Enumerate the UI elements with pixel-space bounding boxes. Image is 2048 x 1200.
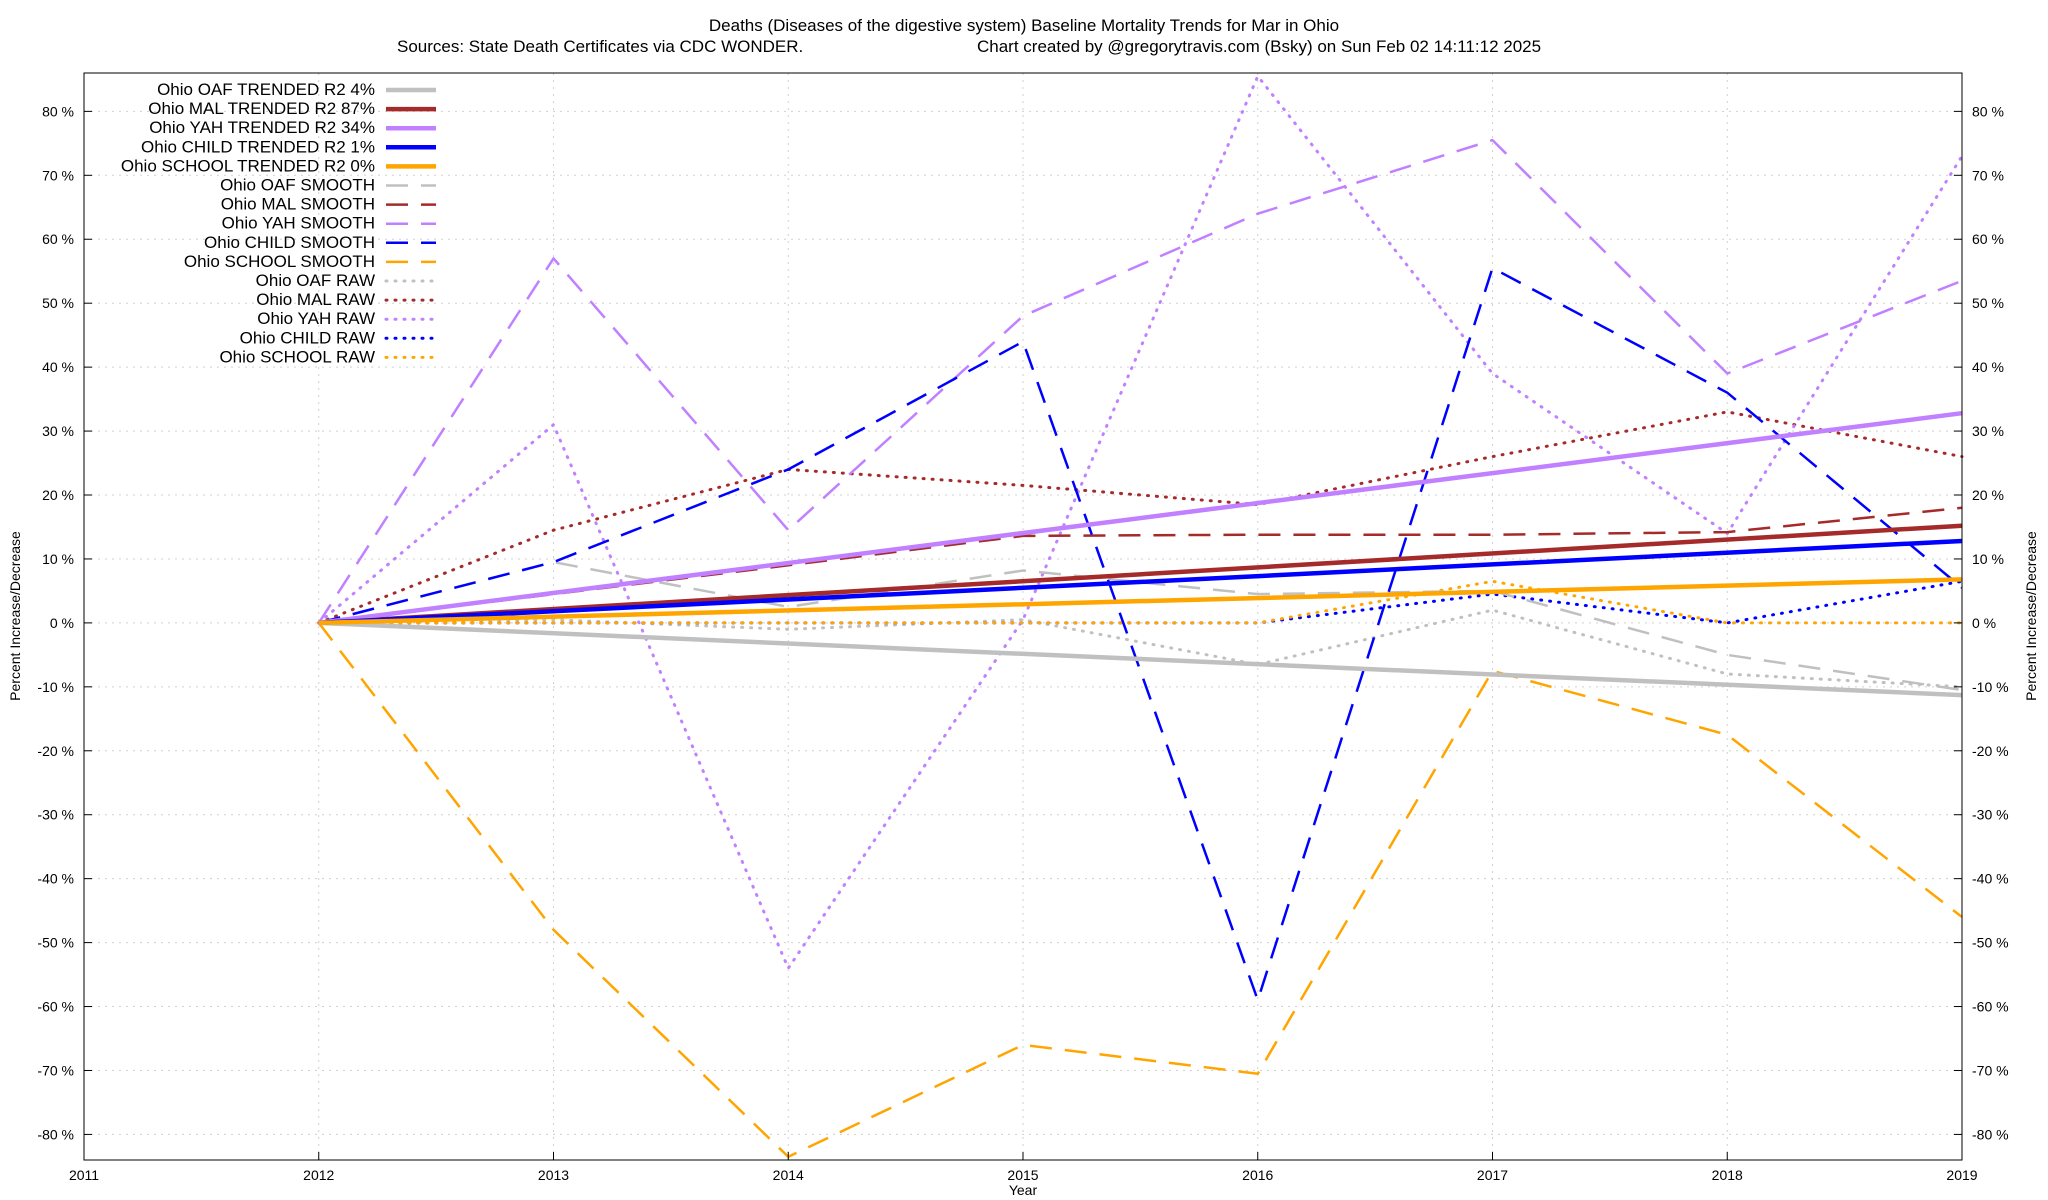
y2-tick-label: -30 % bbox=[1972, 807, 2009, 823]
chart-title: Deaths (Diseases of the digestive system… bbox=[709, 16, 1339, 35]
y2-tick-label: 10 % bbox=[1972, 551, 2004, 567]
y2-tick-label: 60 % bbox=[1972, 231, 2004, 247]
x-tick-label: 2017 bbox=[1477, 1167, 1508, 1183]
y2-tick-label: 80 % bbox=[1972, 103, 2004, 119]
x-tick-label: 2016 bbox=[1242, 1167, 1273, 1183]
y-tick-label: 70 % bbox=[42, 167, 74, 183]
legend-label: Ohio CHILD SMOOTH bbox=[204, 233, 375, 252]
series-line-school-trended bbox=[318, 577, 1963, 626]
y-tick-label: 60 % bbox=[42, 231, 74, 247]
legend-label: Ohio OAF RAW bbox=[256, 271, 375, 290]
y-tick-label: -60 % bbox=[37, 999, 74, 1015]
x-axis-label: Year bbox=[1009, 1182, 1038, 1198]
series-line-school-smooth bbox=[317, 622, 1963, 1159]
y-tick-label: -40 % bbox=[37, 871, 74, 887]
legend-label: Ohio YAH RAW bbox=[257, 309, 375, 328]
x-tick-label: 2011 bbox=[69, 1167, 99, 1183]
y2-tick-label: -10 % bbox=[1972, 679, 2009, 695]
legend-label: Ohio YAH SMOOTH bbox=[222, 214, 375, 233]
y-tick-label: 40 % bbox=[42, 359, 74, 375]
y2-tick-label: -50 % bbox=[1972, 935, 2009, 951]
series-line-school-raw bbox=[317, 579, 1964, 625]
series-line-yah-smooth bbox=[317, 138, 1963, 624]
y-tick-label: -20 % bbox=[37, 743, 74, 759]
legend-label: Ohio MAL RAW bbox=[256, 290, 375, 309]
series-line-mal-smooth bbox=[318, 506, 1963, 625]
y2-tick-label: 70 % bbox=[1972, 167, 2004, 183]
legend-label: Ohio CHILD TRENDED R2 1% bbox=[141, 137, 375, 156]
y-tick-label: -10 % bbox=[37, 679, 74, 695]
x-tick-label: 2019 bbox=[1946, 1167, 1977, 1183]
y-tick-label: -30 % bbox=[37, 807, 74, 823]
y-tick-label: -50 % bbox=[37, 935, 74, 951]
y-tick-label: -70 % bbox=[37, 1062, 74, 1078]
series-line-child-smooth bbox=[318, 266, 1963, 1002]
y-axis-label: Percent Increase/Decrease bbox=[7, 531, 23, 701]
y2-tick-label: -80 % bbox=[1972, 1126, 2009, 1142]
legend-label: Ohio MAL SMOOTH bbox=[221, 195, 375, 214]
y-tick-label: 30 % bbox=[42, 423, 74, 439]
grid bbox=[83, 73, 1963, 1160]
y2-tick-label: -20 % bbox=[1972, 743, 2009, 759]
y2-tick-label: 20 % bbox=[1972, 487, 2004, 503]
chart-subtitle-sources: Sources: State Death Certificates via CD… bbox=[397, 37, 803, 56]
legend-label: Ohio SCHOOL RAW bbox=[219, 347, 375, 366]
x-tick-label: 2018 bbox=[1712, 1167, 1743, 1183]
series-line-oaf-trended bbox=[318, 620, 1963, 698]
y2-tick-label: 50 % bbox=[1972, 295, 2004, 311]
chart-subtitle-credit: Chart created by @gregorytravis.com (Bsk… bbox=[977, 37, 1541, 56]
series-line-yah-trended bbox=[318, 410, 1963, 626]
y2-axis-label: Percent Increase/Decrease bbox=[2023, 531, 2039, 701]
legend-label: Ohio CHILD RAW bbox=[240, 328, 375, 347]
y-tick-label: 50 % bbox=[42, 295, 74, 311]
axis-ticks: 2011 2012 2013 2014 2015 2016 2017 2018 2019 80 %… bbox=[37, 103, 2008, 1183]
x-tick-label: 2012 bbox=[303, 1167, 334, 1183]
legend-label: Ohio OAF TRENDED R2 4% bbox=[157, 80, 375, 99]
y-tick-label: 80 % bbox=[42, 103, 74, 119]
y-tick-label: 20 % bbox=[42, 487, 74, 503]
y2-tick-label: 0 % bbox=[1972, 615, 1996, 631]
y2-tick-label: -70 % bbox=[1972, 1062, 2009, 1078]
legend-label: Ohio SCHOOL TRENDED R2 0% bbox=[121, 156, 375, 175]
y2-tick-label: 30 % bbox=[1972, 423, 2004, 439]
series-line-oaf-raw bbox=[317, 608, 1964, 689]
series-line-child-trended bbox=[318, 538, 1963, 626]
series-line-oaf-smooth bbox=[318, 560, 1963, 692]
legend-label: Ohio YAH TRENDED R2 34% bbox=[149, 118, 375, 137]
series-line-mal-raw bbox=[317, 410, 1964, 625]
series-line-yah-raw bbox=[317, 74, 1964, 970]
x-tick-label: 2013 bbox=[538, 1167, 569, 1183]
x-tick-label: 2014 bbox=[773, 1167, 804, 1183]
x-tick-label: 2015 bbox=[1007, 1167, 1038, 1183]
series-line-mal-trended bbox=[318, 523, 1963, 626]
legend-label: Ohio SCHOOL SMOOTH bbox=[184, 252, 375, 271]
y-tick-label: 0 % bbox=[50, 615, 74, 631]
y2-tick-label: -40 % bbox=[1972, 871, 2009, 887]
legend-label: Ohio MAL TRENDED R2 87% bbox=[148, 99, 375, 118]
y2-tick-label: -60 % bbox=[1972, 999, 2009, 1015]
legend: Ohio OAF TRENDED R2 4%Ohio MAL TRENDED R… bbox=[121, 80, 438, 366]
y-tick-label: -80 % bbox=[37, 1126, 74, 1142]
legend-label: Ohio OAF SMOOTH bbox=[220, 176, 375, 195]
y-tick-label: 10 % bbox=[42, 551, 74, 567]
y2-tick-label: 40 % bbox=[1972, 359, 2004, 375]
plot-series bbox=[317, 74, 1964, 1159]
